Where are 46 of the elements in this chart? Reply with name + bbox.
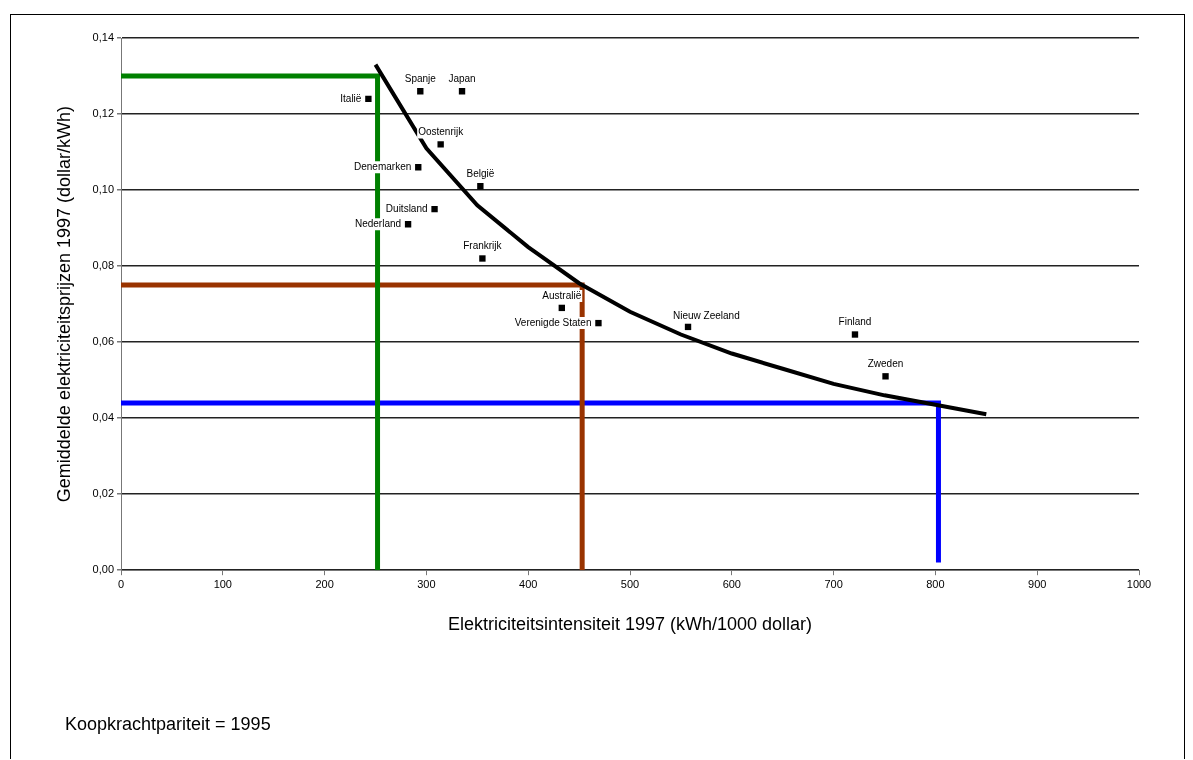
y-tick-label: 0,10 (92, 183, 115, 196)
x-tick-label: 100 (213, 577, 232, 590)
y-axis-title: Gemiddelde elektriciteitsprijzen 1997 (dollar/kWh) (53, 106, 74, 503)
point (851, 331, 859, 338)
y-tick-label: 0,08 (92, 259, 115, 272)
annotation: Nederland (354, 218, 402, 230)
x-tick-label: 0 (117, 577, 125, 590)
point (595, 319, 602, 327)
y-tick-label: 0,04 (92, 411, 115, 424)
y-tick-label: 0,06 (92, 335, 115, 348)
x-tick-label: 900 (1028, 577, 1047, 590)
point (417, 88, 424, 95)
point (882, 373, 889, 380)
annotation: Frankrijk (463, 240, 503, 252)
point (477, 183, 484, 190)
annotation: Nieuw Zeeland (673, 309, 740, 321)
x-tick-label: 1000 (1126, 577, 1152, 590)
annotation: Verenigde Staten (514, 316, 592, 328)
y-tick-label: 0,00 (92, 563, 115, 576)
x-tick-label: 700 (824, 577, 843, 590)
x-tick-label: 500 (620, 577, 640, 590)
point (365, 95, 372, 103)
point (437, 141, 444, 148)
point (415, 164, 422, 171)
annotation: Zweden (867, 358, 904, 370)
annotation: Duitsland (385, 202, 428, 214)
annotation: Japan (448, 72, 476, 84)
x-tick-label: 300 (417, 577, 436, 590)
annotation: Oostenrijk (418, 126, 465, 138)
x-axis-title: Elektriciteitsintensiteit 1997 (kWh/1000 dollar) (447, 614, 813, 635)
y-tick-label: 0,14 (92, 31, 115, 44)
text: Koopkrachtpariteit = 1995 (65, 713, 271, 734)
y-tick-label: 0,02 (92, 487, 115, 500)
point (479, 255, 486, 262)
annotation: Australië (542, 289, 582, 301)
annotation: Finland (838, 316, 872, 328)
y-tick-label: 0,12 (92, 107, 115, 120)
x-tick-label: 800 (926, 577, 945, 590)
annotation: België (466, 168, 495, 180)
point (431, 205, 438, 213)
x-tick-label: 600 (722, 577, 741, 590)
annotation: Italië (340, 92, 362, 104)
annotation: Spanje (404, 72, 437, 84)
annotation: Denemarken (354, 161, 412, 172)
x-tick-label: 200 (315, 577, 334, 590)
x-tick-label: 400 (519, 577, 538, 590)
